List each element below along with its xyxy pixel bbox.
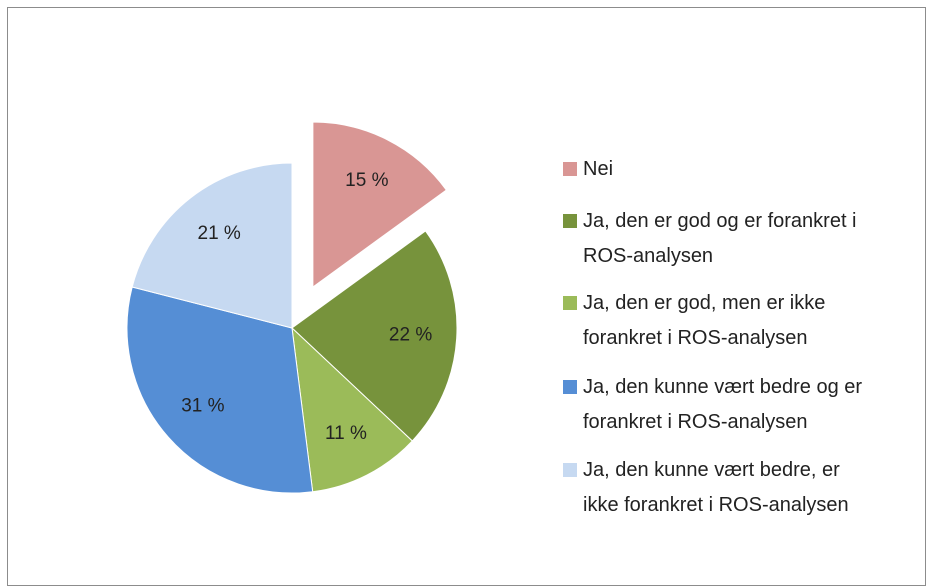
legend-swatch xyxy=(563,463,577,477)
legend-item: Ja, den kunne vært bedre, er ikke forank… xyxy=(563,453,867,523)
legend-swatch xyxy=(563,296,577,310)
legend-item: Nei xyxy=(563,152,867,187)
pie-slice xyxy=(291,326,413,493)
pie-slice xyxy=(312,121,448,288)
legend-swatch xyxy=(563,162,577,176)
legend-label: Ja, den kunne vært bedre, er ikke forank… xyxy=(583,459,849,516)
legend-swatch xyxy=(563,214,577,228)
legend-label: Ja, den er god, men er ikke forankret i … xyxy=(583,292,826,349)
data-label: 31 % xyxy=(181,396,224,417)
data-label: 21 % xyxy=(198,223,241,244)
data-label: 22 % xyxy=(389,324,432,345)
legend-label: Nei xyxy=(583,158,614,180)
legend-label: Ja, den kunne vært bedre og er forankret… xyxy=(583,376,863,433)
legend-label: Ja, den er god og er forankret i ROS-ana… xyxy=(583,210,857,267)
pie-slice xyxy=(131,162,293,329)
pie-slice xyxy=(291,230,458,442)
data-label: 15 % xyxy=(345,170,388,191)
legend-item: Ja, den kunne vært bedre og er forankret… xyxy=(563,370,867,440)
legend-item: Ja, den er god, men er ikke forankret i … xyxy=(563,286,867,356)
legend-item: Ja, den er god og er forankret i ROS-ana… xyxy=(563,204,867,274)
pie-slice xyxy=(126,286,314,494)
legend-swatch xyxy=(563,380,577,394)
data-label: 11 % xyxy=(325,423,367,444)
chart-border xyxy=(7,7,926,586)
